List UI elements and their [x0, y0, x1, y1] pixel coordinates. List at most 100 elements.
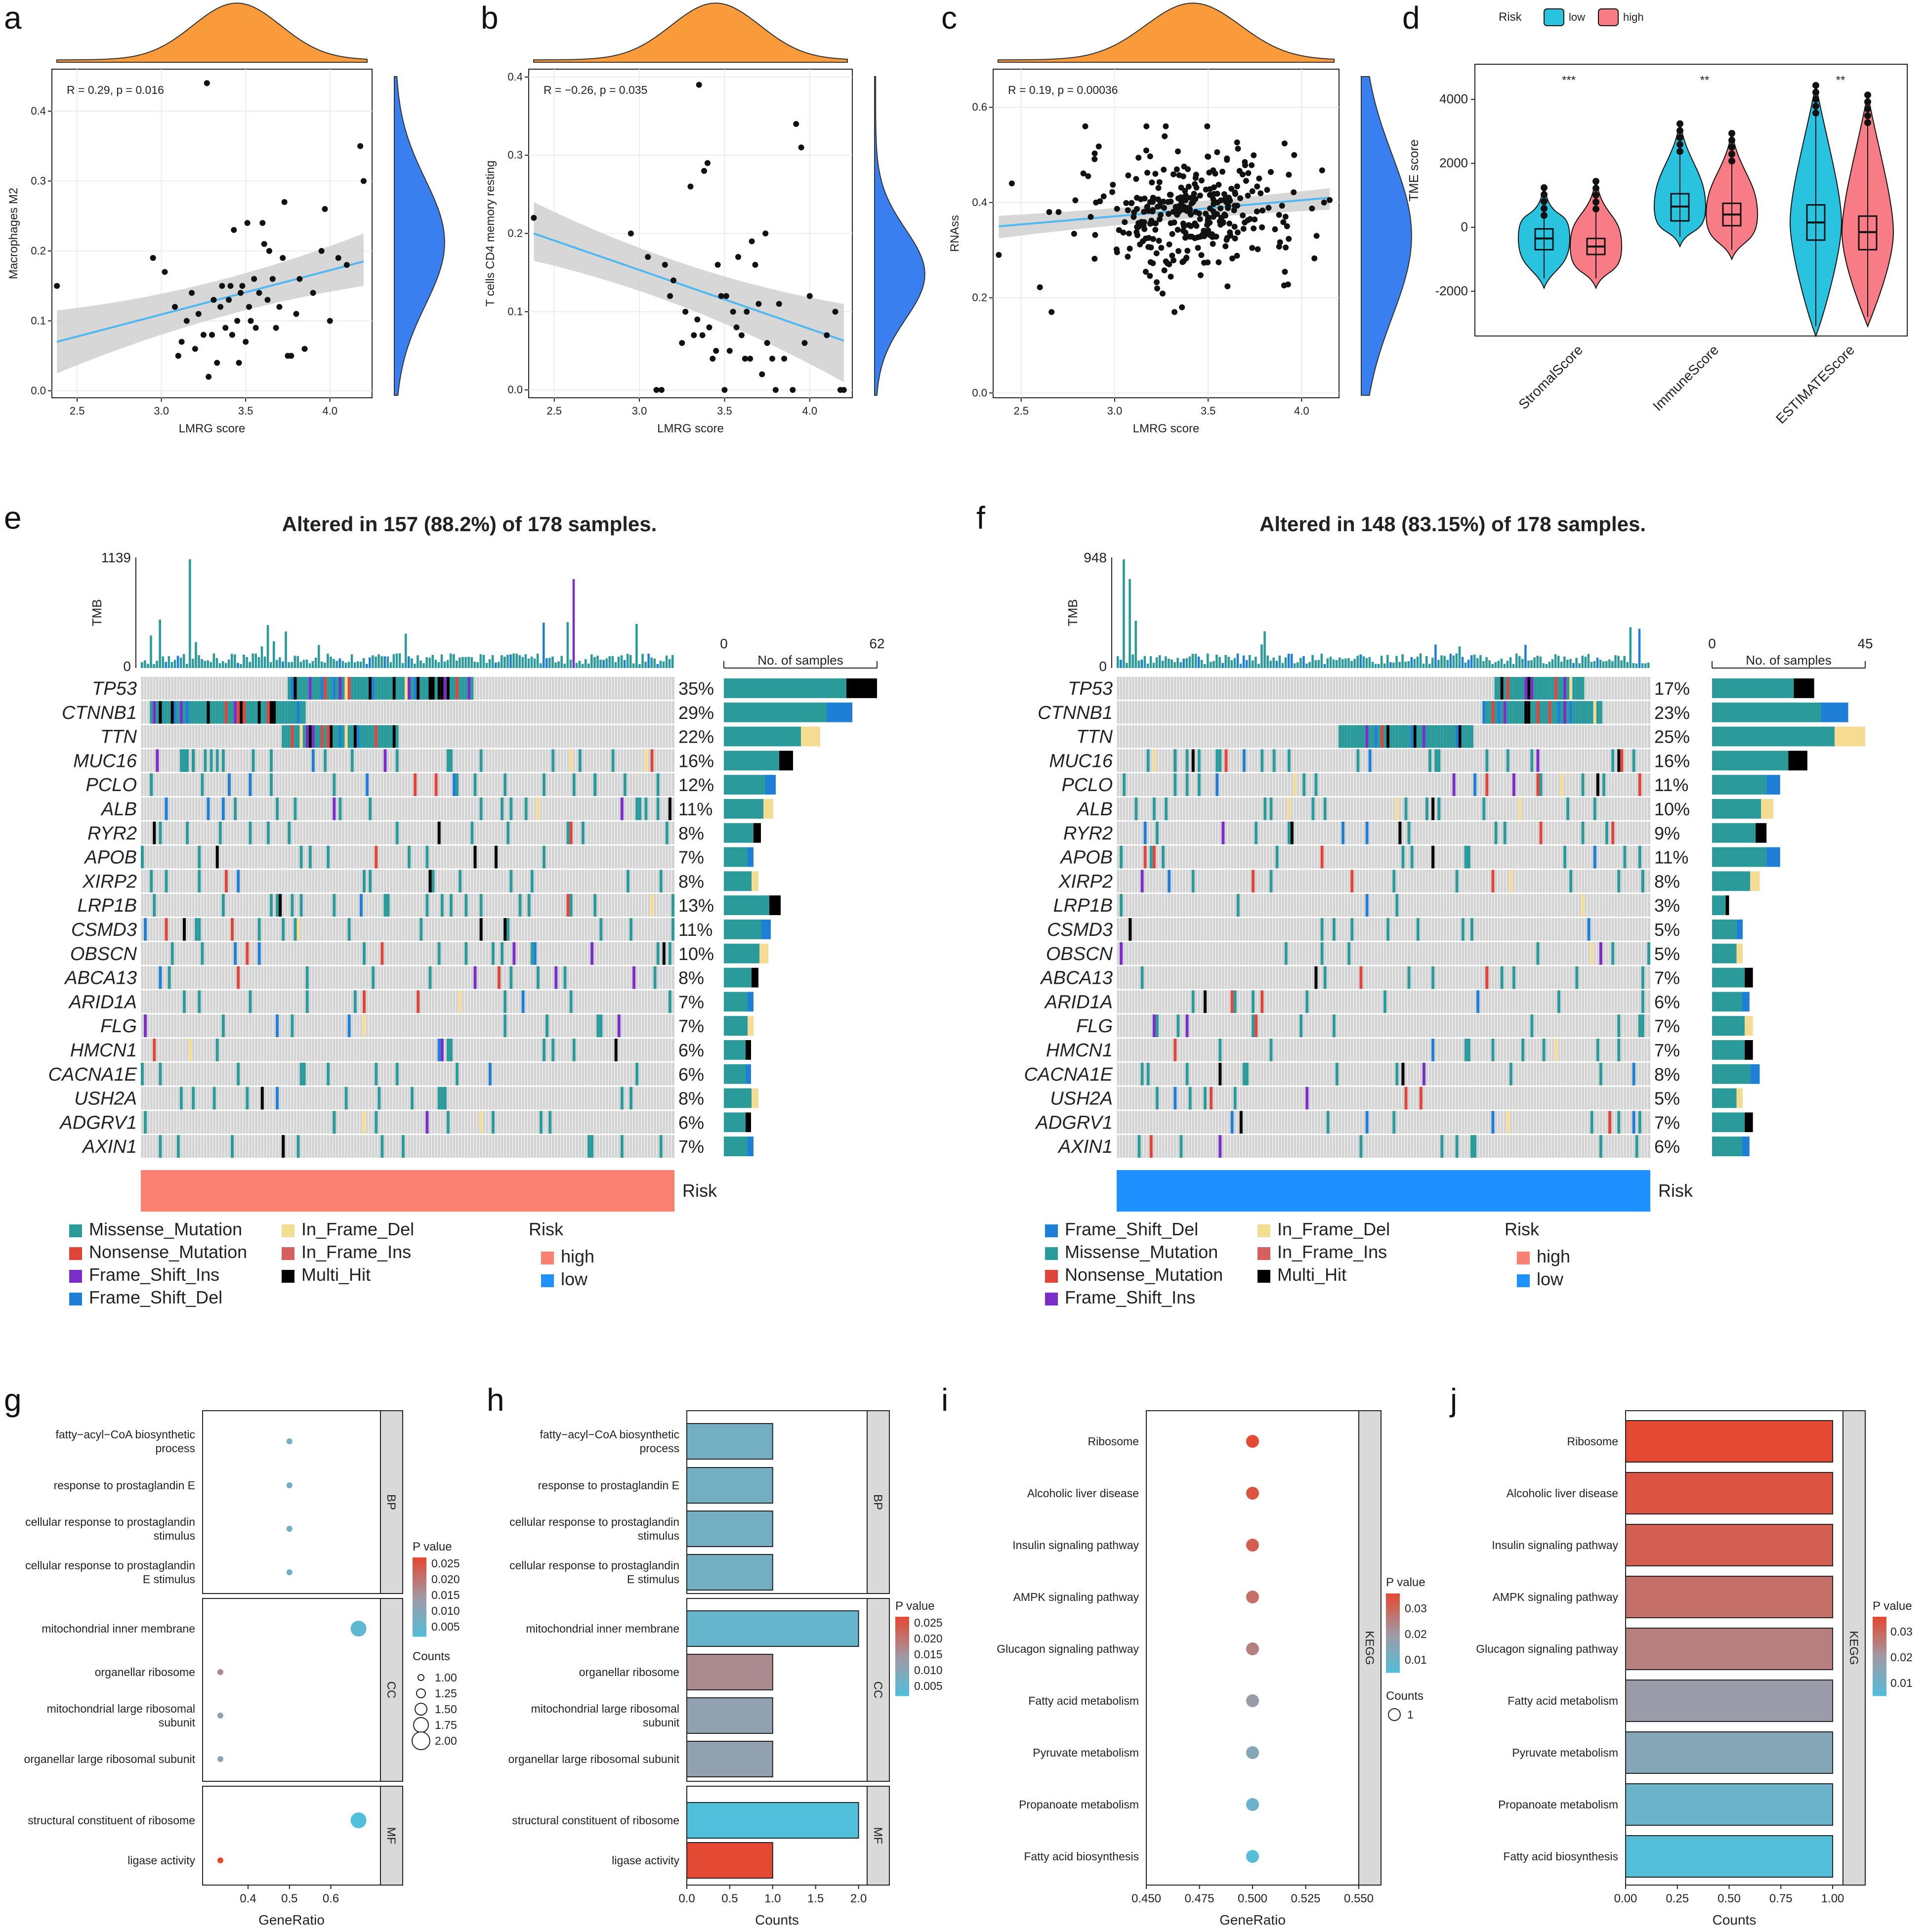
significance-label: ** [1700, 74, 1710, 87]
tmb-bar [234, 654, 236, 668]
mutation-cell [437, 1039, 441, 1061]
tmb-bar [324, 662, 326, 668]
confidence-band [999, 188, 1330, 239]
gene-label: TP53 [92, 678, 137, 699]
data-point [1199, 232, 1206, 238]
data-point [1192, 181, 1198, 187]
data-point [343, 262, 350, 268]
mutation-cell [569, 990, 573, 1013]
mutation-cell [285, 725, 288, 748]
tmb-bar [467, 657, 470, 668]
mutation-cell [234, 798, 237, 820]
data-point [1179, 304, 1185, 310]
legend-label: Missense_Mutation [89, 1219, 242, 1239]
data-point [1008, 180, 1015, 187]
data-point [327, 318, 333, 324]
data-point [1267, 169, 1274, 175]
mutation-cell [353, 990, 357, 1013]
data-point [1311, 255, 1318, 261]
mutation-cell [344, 1087, 348, 1110]
gene-label: HMCN1 [70, 1040, 137, 1061]
y-tick-label: 0.3 [507, 149, 523, 161]
data-point [1133, 229, 1140, 235]
data-point [1181, 164, 1187, 170]
mutation-cell [293, 677, 297, 700]
tmb-bar [353, 662, 356, 668]
data-point [1224, 155, 1230, 162]
mutation-cell [251, 749, 255, 772]
mutation-cell [417, 677, 420, 700]
data-point [1110, 181, 1116, 188]
data-point [1141, 226, 1148, 232]
mutation-cell [572, 1039, 576, 1061]
gene-percent: 8% [678, 968, 704, 988]
mutation-cell [296, 725, 300, 748]
legend-label: In_Frame_Ins [301, 1242, 411, 1262]
x-tick-label: 3.0 [632, 405, 647, 417]
gene-percent: 13% [678, 895, 714, 916]
legend-label: Nonsense_Mutation [89, 1242, 247, 1262]
sample-count-bar-segment [769, 895, 781, 915]
mutation-cell [189, 701, 192, 724]
data-point [1249, 188, 1256, 195]
x-tick-label: 2.5 [546, 405, 562, 417]
tmb-bar [383, 656, 386, 668]
mutation-cell [179, 749, 183, 772]
data-point [1222, 243, 1229, 250]
mutation-cell [372, 725, 375, 748]
mutation-cell [453, 677, 456, 700]
mutation-cell [291, 677, 294, 700]
mutation-cell [341, 677, 345, 700]
data-point [175, 353, 181, 359]
mutation-cell [150, 701, 153, 724]
tmb-bar [335, 661, 338, 668]
x-tick-label: 2.5 [1013, 405, 1029, 417]
mutation-cell [198, 701, 201, 724]
data-point [1285, 281, 1291, 288]
tmb-bar [530, 656, 533, 668]
tmb-bar [395, 653, 398, 668]
mutation-cell [375, 1111, 378, 1134]
tmb-bar [428, 657, 431, 668]
mutation-cell [617, 1014, 621, 1037]
tmb-bar [494, 662, 497, 668]
gene-percent: 12% [678, 775, 714, 795]
data-point [178, 338, 185, 345]
gene-label: ALB [100, 799, 137, 820]
mutation-cell [189, 1039, 192, 1061]
mutation-cell [243, 701, 246, 724]
tmb-bar [422, 663, 425, 668]
legend-risk-swatch [541, 1252, 554, 1264]
data-point [704, 160, 711, 166]
mutation-cell [389, 725, 393, 748]
outlier-point [1864, 91, 1871, 99]
mutation-cell [167, 701, 171, 724]
mutation-cell [453, 773, 456, 796]
data-point [1215, 259, 1222, 265]
mutation-cell [204, 701, 207, 724]
data-point [1175, 195, 1181, 202]
gene-percent: 6% [678, 1112, 704, 1133]
legend-label: Frame_Shift_Del [89, 1287, 222, 1307]
sample-count-bar [724, 895, 769, 915]
tmb-bar [620, 655, 623, 668]
data-point [840, 387, 847, 393]
tmb-bar [1335, 660, 1338, 668]
legend-swatch [282, 1247, 294, 1260]
data-point [733, 324, 740, 331]
mutation-cell [428, 677, 432, 700]
tmb-bar [1236, 653, 1239, 668]
data-point [1283, 244, 1289, 251]
tmb-bar [569, 659, 572, 668]
mutation-cell [182, 749, 186, 772]
mutation-cell [335, 725, 339, 748]
mutation-cell [159, 1135, 162, 1158]
gene-percent: 16% [678, 751, 714, 771]
data-point [1126, 230, 1132, 237]
mutation-cell [414, 773, 417, 796]
tmb-bar [1281, 663, 1284, 668]
outlier-point [1592, 177, 1599, 185]
tmb-bar [317, 645, 320, 668]
gene-label: ARID1A [68, 992, 137, 1012]
mutation-cell [414, 677, 417, 700]
